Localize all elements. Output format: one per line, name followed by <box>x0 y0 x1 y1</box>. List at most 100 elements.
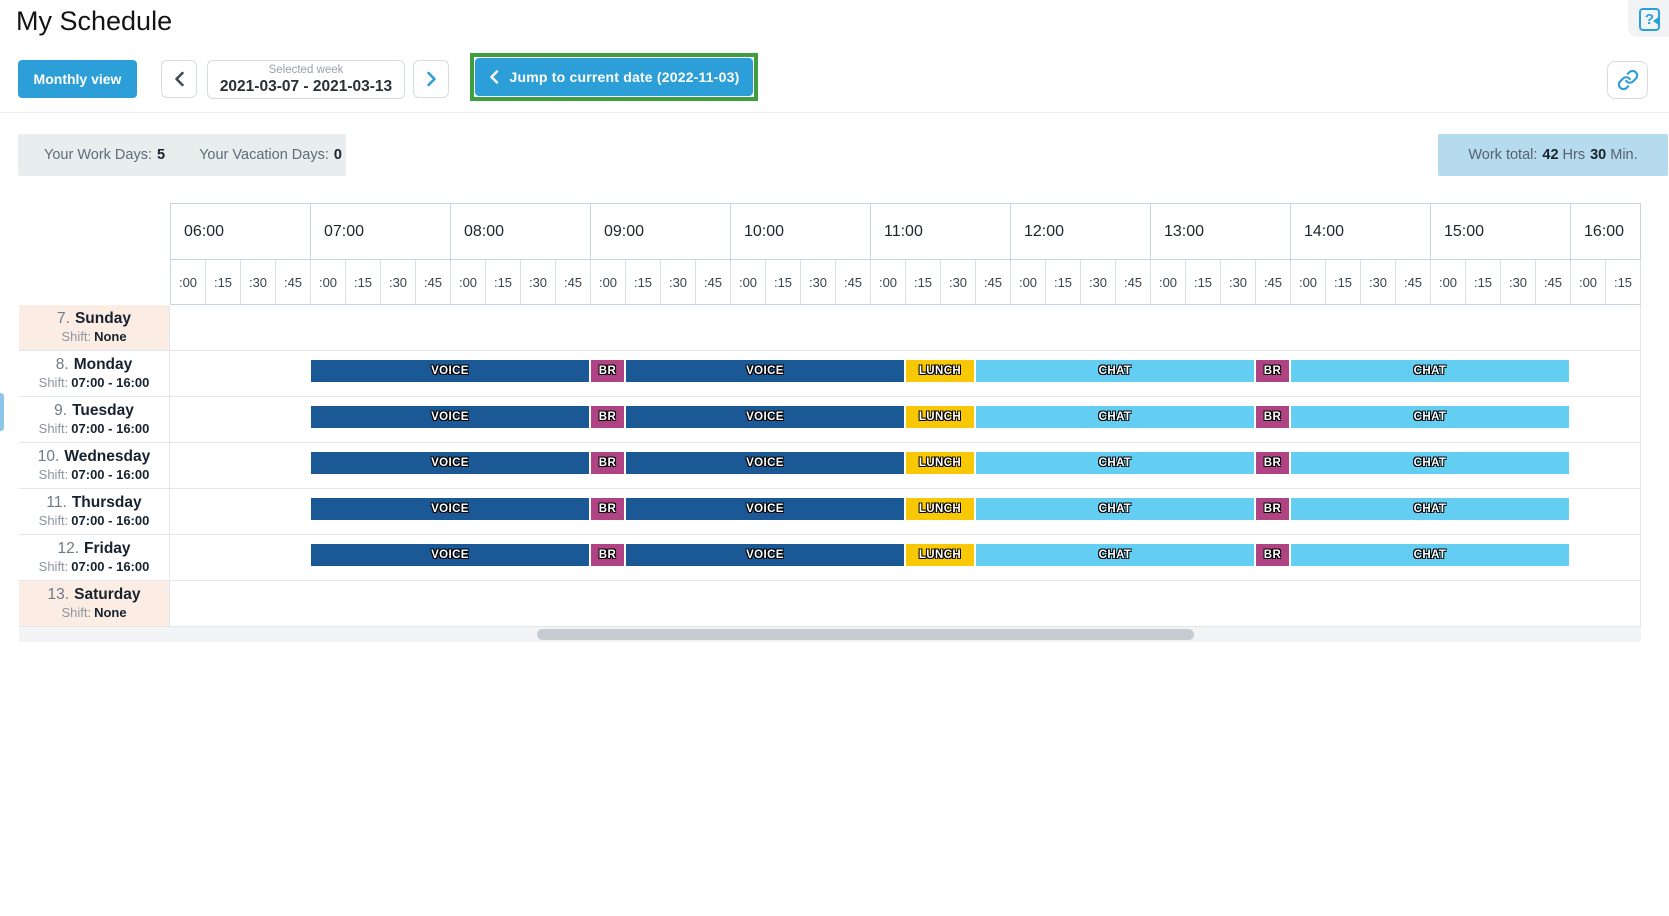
shift-segment-voice[interactable]: VOICE <box>626 498 904 520</box>
shift-segment-lunch[interactable]: LUNCH <box>906 406 974 428</box>
day-name: Thursday <box>71 494 142 511</box>
quarter-header-cell: :45 <box>556 260 591 304</box>
hour-header-cell: 08:00 <box>451 204 591 259</box>
hour-header-cell: 13:00 <box>1151 204 1291 259</box>
quarter-header-cell: :30 <box>241 260 276 304</box>
day-number: 13. <box>47 586 70 603</box>
shift-segment-chat[interactable]: CHAT <box>1291 498 1569 520</box>
work-total-hours: 42 <box>1542 147 1559 163</box>
shift-value: None <box>94 329 127 344</box>
work-total-hours-unit: Hrs <box>1562 147 1586 163</box>
chevron-right-icon <box>426 71 436 87</box>
quarter-header-cell: :00 <box>731 260 766 304</box>
shift-segment-br[interactable]: BR <box>591 360 624 382</box>
shift-segment-lunch[interactable]: LUNCH <box>906 544 974 566</box>
shift-segment-voice[interactable]: VOICE <box>311 452 589 474</box>
quarter-header-cell: :00 <box>1291 260 1326 304</box>
shift-segment-br[interactable]: BR <box>1256 406 1289 428</box>
day-title: 8. Monday <box>19 356 169 374</box>
work-total-minutes-unit: Min. <box>1610 147 1638 163</box>
shift-segment-chat[interactable]: CHAT <box>1291 544 1569 566</box>
previous-week-button[interactable] <box>161 60 197 98</box>
quarter-header-cell: :15 <box>1606 260 1641 304</box>
shift-segment-chat[interactable]: CHAT <box>1291 406 1569 428</box>
shift-segment-br[interactable]: BR <box>591 452 624 474</box>
jump-button-label: Jump to current date (2022-11-03) <box>509 69 740 85</box>
hour-header-cell: 14:00 <box>1291 204 1431 259</box>
day-name: Friday <box>84 540 131 557</box>
shift-segment-voice[interactable]: VOICE <box>626 360 904 382</box>
quarter-header-cell: :45 <box>416 260 451 304</box>
quarter-header-cell: :00 <box>871 260 906 304</box>
shift-segment-voice[interactable]: VOICE <box>626 406 904 428</box>
monthly-view-button[interactable]: Monthly view <box>18 60 137 98</box>
shift-line: Shift: None <box>19 329 169 344</box>
shift-value: 07:00 - 16:00 <box>71 513 150 528</box>
shift-segment-br[interactable]: BR <box>1256 544 1289 566</box>
shift-segment-lunch[interactable]: LUNCH <box>906 498 974 520</box>
shift-segment-voice[interactable]: VOICE <box>311 544 589 566</box>
shift-segment-lunch[interactable]: LUNCH <box>906 360 974 382</box>
shift-segment-voice[interactable]: VOICE <box>311 498 589 520</box>
quarter-header-cell: :00 <box>591 260 626 304</box>
selected-week-box[interactable]: Selected week 2021-03-07 - 2021-03-13 <box>207 60 405 99</box>
next-week-button[interactable] <box>413 60 449 98</box>
day-number: 9. <box>54 402 68 419</box>
day-title: 13. Saturday <box>19 586 169 604</box>
shift-segment-br[interactable]: BR <box>1256 360 1289 382</box>
copy-link-button[interactable] <box>1607 61 1648 99</box>
day-row-saturday: 13. Saturday Shift: None <box>19 581 1641 627</box>
shift-segment-chat[interactable]: CHAT <box>1291 360 1569 382</box>
day-number: 8. <box>55 356 69 373</box>
quarter-header-cell: :00 <box>1431 260 1466 304</box>
quarter-header-cell: :45 <box>976 260 1011 304</box>
shift-segment-br[interactable]: BR <box>591 544 624 566</box>
quarter-header-cell: :15 <box>206 260 241 304</box>
days-summary-badge: Your Work Days: 5 Your Vacation Days: 0 <box>18 134 346 176</box>
hour-header-row: 06:00 07:00 08:00 09:00 10:00 11:00 12:00 13:00… <box>170 203 1641 259</box>
quarter-header-cell: :15 <box>626 260 661 304</box>
shift-segment-voice[interactable]: VOICE <box>626 544 904 566</box>
day-row-monday: 8. Monday Shift: 07:00 - 16:00 VOICE BR VOICE L… <box>19 351 1641 397</box>
quarter-header-cell: :00 <box>1571 260 1606 304</box>
help-button[interactable]: ? <box>1639 8 1660 31</box>
quarter-header-cell: :15 <box>486 260 521 304</box>
jump-to-current-date-button[interactable]: Jump to current date (2022-11-03) <box>475 58 753 96</box>
day-name: Wednesday <box>64 448 151 465</box>
day-timeline: VOICE BR VOICE LUNCH CHAT BR CHAT <box>170 489 1641 534</box>
shift-segment-lunch[interactable]: LUNCH <box>906 452 974 474</box>
shift-segment-voice[interactable]: VOICE <box>626 452 904 474</box>
day-label-cell: 10. Wednesday Shift: 07:00 - 16:00 <box>19 443 170 488</box>
shift-segment-chat[interactable]: CHAT <box>976 498 1254 520</box>
hour-header-cell: 16:00 <box>1571 204 1641 259</box>
day-name: Monday <box>73 356 133 373</box>
page-title: My Schedule <box>16 6 173 36</box>
shift-segment-voice[interactable]: VOICE <box>311 360 589 382</box>
quarter-header-cell: :15 <box>1186 260 1221 304</box>
shift-segment-chat[interactable]: CHAT <box>976 360 1254 382</box>
shift-value: 07:00 - 16:00 <box>71 559 150 574</box>
shift-segment-chat[interactable]: CHAT <box>976 544 1254 566</box>
shift-segment-br[interactable]: BR <box>591 498 624 520</box>
day-title: 7. Sunday <box>19 310 169 328</box>
hour-header-cell: 06:00 <box>171 204 311 259</box>
shift-segment-br[interactable]: BR <box>1256 498 1289 520</box>
horizontal-scrollbar-track[interactable] <box>19 627 1641 642</box>
help-corner-panel: ? <box>1628 0 1669 37</box>
horizontal-scrollbar-thumb[interactable] <box>537 629 1194 640</box>
day-row-wednesday: 10. Wednesday Shift: 07:00 - 16:00 VOICE BR VO… <box>19 443 1641 489</box>
work-days-value: 5 <box>157 147 166 163</box>
day-number: 12. <box>57 540 80 557</box>
shift-line: Shift: 07:00 - 16:00 <box>19 421 169 436</box>
quarter-header-cell: :30 <box>1081 260 1116 304</box>
work-total-label: Work total: <box>1468 147 1538 163</box>
shift-segment-br[interactable]: BR <box>591 406 624 428</box>
shift-segment-voice[interactable]: VOICE <box>311 406 589 428</box>
shift-segment-chat[interactable]: CHAT <box>976 406 1254 428</box>
shift-segment-br[interactable]: BR <box>1256 452 1289 474</box>
quarter-header-cell: :30 <box>381 260 416 304</box>
shift-segment-chat[interactable]: CHAT <box>976 452 1254 474</box>
shift-segment-chat[interactable]: CHAT <box>1291 452 1569 474</box>
selected-week-label: Selected week <box>268 63 344 76</box>
shift-line: Shift: 07:00 - 16:00 <box>19 375 169 390</box>
